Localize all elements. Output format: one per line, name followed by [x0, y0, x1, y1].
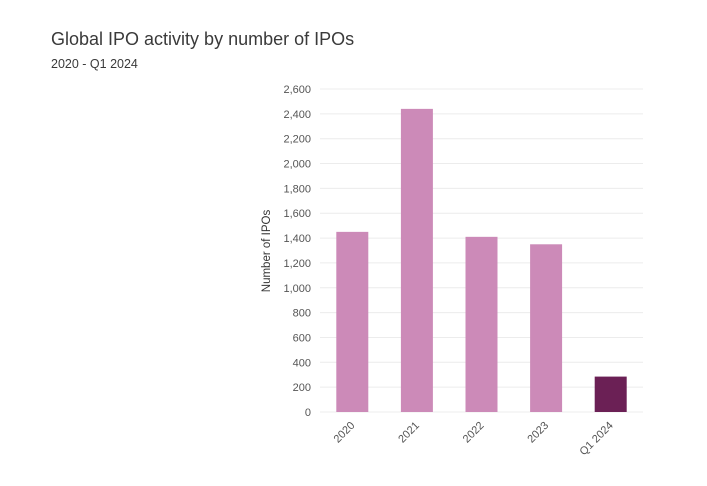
x-tick-label: 2023 [525, 420, 551, 446]
bar-q1-2024[interactable] [594, 376, 627, 412]
bars [336, 108, 627, 412]
x-tick-label: 2022 [461, 420, 487, 446]
y-tick-label: 1,600 [283, 208, 311, 220]
bar-2021[interactable] [400, 108, 433, 412]
y-tick-label: 2,000 [283, 159, 311, 171]
x-tick-label: 2020 [332, 420, 358, 446]
bar-2022[interactable] [465, 236, 498, 412]
y-tick-label: 2,400 [283, 109, 311, 121]
y-axis: 0 200 400 600 800 1,000 1,200 1,400 1,600 1,800 2,… [283, 84, 311, 419]
x-axis: 2020 2021 2022 2023 Q1 2024 [332, 420, 616, 458]
y-tick-label: 2,200 [283, 134, 311, 146]
y-tick-label: 1,800 [283, 183, 311, 195]
y-tick-label: 1,000 [283, 283, 311, 295]
gridlines [320, 88, 643, 413]
bar-2023[interactable] [530, 244, 563, 412]
y-tick-label: 2,600 [283, 84, 311, 96]
y-tick-label: 800 [293, 308, 311, 320]
chart-subtitle: 2020 - Q1 2024 [51, 57, 138, 71]
y-tick-label: 200 [293, 382, 311, 394]
y-tick-label: 1,400 [283, 233, 311, 245]
x-tick-label: Q1 2024 [577, 420, 615, 458]
y-tick-label: 600 [293, 332, 311, 344]
x-tick-label: 2021 [396, 420, 422, 446]
y-tick-label: 0 [305, 407, 311, 419]
y-tick-label: 1,200 [283, 258, 311, 270]
bar-2020[interactable] [336, 231, 369, 412]
chart-title: Global IPO activity by number of IPOs [51, 29, 355, 49]
y-tick-label: 400 [293, 357, 311, 369]
y-axis-title: Number of IPOs [261, 210, 273, 293]
